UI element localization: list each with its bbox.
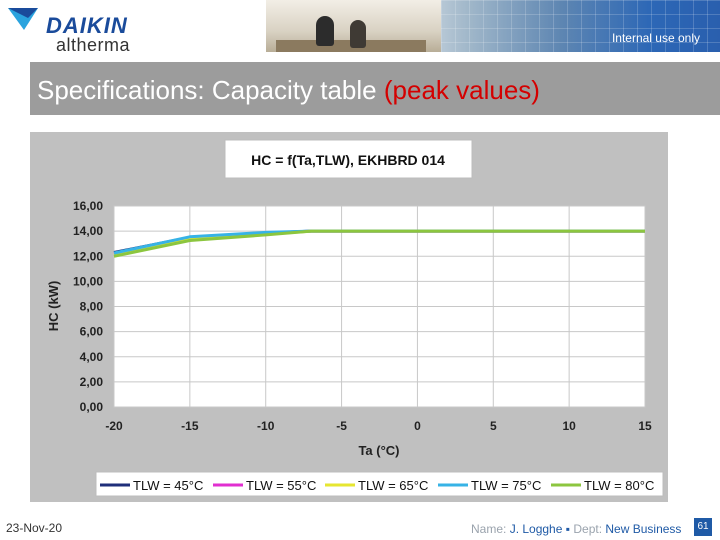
daikin-logo-icon: [8, 8, 38, 30]
y-tick-label: 4,00: [80, 350, 104, 364]
name-label: Name:: [471, 522, 507, 536]
dept-value: New Business: [605, 522, 682, 536]
x-tick-labels: -20 -15 -10 -5 0 5 10 15: [105, 419, 652, 433]
header-banner-image: Internal use only: [266, 0, 720, 52]
x-tick-label: -10: [257, 419, 275, 433]
chart-title: HC = f(Ta,TLW), EKHBRD 014: [251, 152, 445, 168]
legend-label: TLW = 75°C: [471, 478, 541, 493]
legend-label: TLW = 65°C: [358, 478, 428, 493]
x-tick-label: -5: [336, 419, 347, 433]
legend-label: TLW = 80°C: [584, 478, 654, 493]
legend-label: TLW = 45°C: [133, 478, 203, 493]
page-number: 61: [694, 518, 712, 536]
series-line-5: [113, 229, 645, 258]
x-tick-label: 0: [414, 419, 421, 433]
footer-date: 23-Nov-20: [6, 521, 63, 535]
plot-border: [113, 205, 646, 408]
x-tick-label: 5: [490, 419, 497, 433]
slide-title-bar: Specifications: Capacity table (peak val…: [30, 62, 720, 115]
y-tick-label: 8,00: [80, 300, 104, 314]
x-tick-label: -15: [181, 419, 199, 433]
y-tick-label: 10,00: [73, 274, 103, 288]
data-series: [113, 229, 645, 258]
x-tick-label: -20: [105, 419, 123, 433]
banner-city-graphic: [441, 0, 720, 52]
slide-title: Specifications: Capacity table (peak val…: [37, 75, 540, 106]
dept-label: Dept:: [573, 522, 603, 536]
x-axis-label: Ta (°C): [358, 443, 399, 458]
slide-title-main: Specifications: Capacity table: [37, 75, 377, 105]
daikin-logo: DAIKIN altherma: [6, 6, 176, 55]
y-tick-labels: 0,00 2,00 4,00 6,00 8,00 10,00 12,00 14,00 16,00: [73, 199, 103, 414]
y-tick-label: 0,00: [80, 400, 104, 414]
footer-author: Name: J. Logghe ▪ Dept: New Business: [471, 522, 681, 536]
x-tick-label: 15: [638, 419, 652, 433]
sub-brand-name: altherma: [56, 35, 131, 55]
footer-separator: ▪: [565, 522, 571, 536]
name-value: J. Logghe: [509, 522, 563, 536]
y-tick-label: 14,00: [73, 224, 103, 238]
y-tick-label: 16,00: [73, 199, 103, 213]
legend-label: TLW = 55°C: [246, 478, 316, 493]
y-axis-label: HC (kW): [46, 281, 61, 332]
banner-office-scene: [266, 0, 441, 52]
x-tick-label: 10: [562, 419, 576, 433]
brand-name: DAIKIN: [46, 13, 128, 38]
y-tick-label: 12,00: [73, 249, 103, 263]
chart-title-box: [224, 139, 473, 179]
legend: TLW = 45°C TLW = 55°C TLW = 65°C TLW = 75°C…: [100, 478, 654, 493]
y-tick-label: 2,00: [80, 375, 104, 389]
internal-use-label: Internal use only: [611, 31, 700, 45]
y-tick-label: 6,00: [80, 325, 104, 339]
slide-title-highlight: (peak values): [383, 75, 540, 105]
